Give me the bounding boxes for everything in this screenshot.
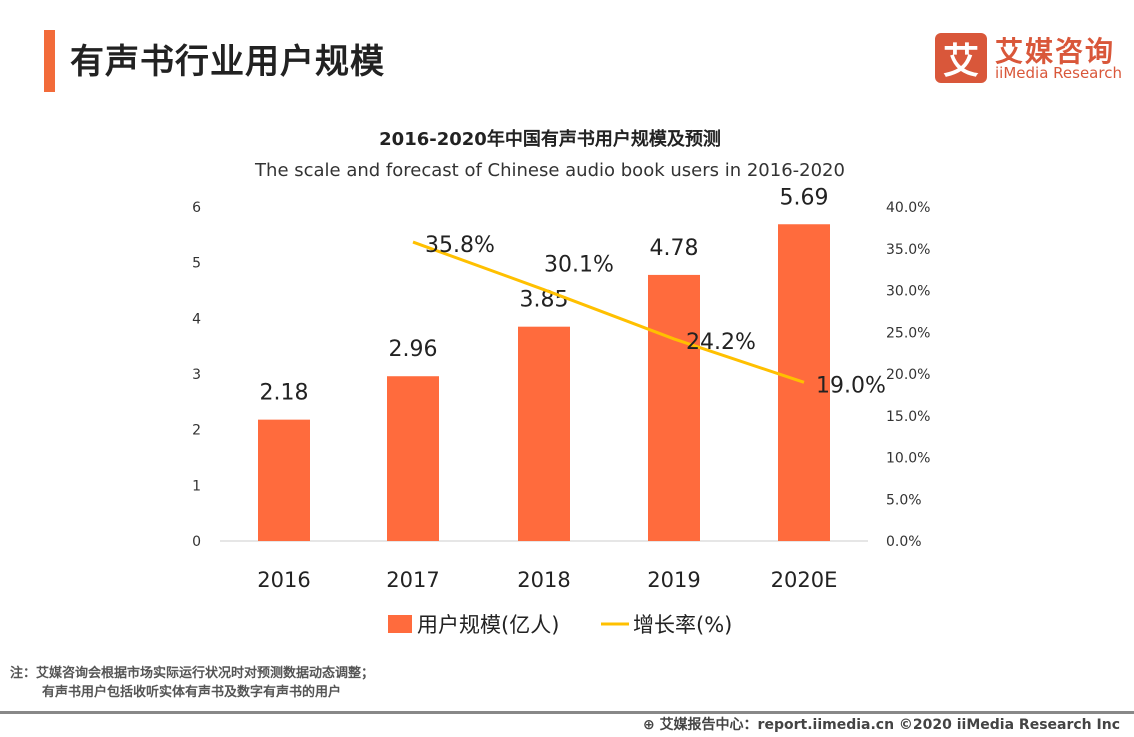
left-axis-tick: 3	[192, 367, 201, 383]
growth-line	[412, 240, 805, 384]
right-axis-tick: 0.0%	[886, 534, 922, 550]
chart-title: 2016-2020年中国有声书用户规模及预测	[379, 129, 721, 150]
left-axis-tick: 5	[192, 256, 201, 272]
logo-icon: 艾	[935, 33, 987, 83]
right-axis-tick: 20.0%	[886, 367, 930, 383]
logo-text-cn: 艾媒咨询	[995, 35, 1116, 68]
legend-line-label: 增长率(%)	[633, 613, 732, 637]
x-axis-tick: 2016	[257, 568, 310, 592]
line-data-label: 35.8%	[425, 233, 495, 258]
right-axis-tick: 35.0%	[886, 242, 930, 258]
bar	[778, 224, 830, 542]
x-axis-tick: 2018	[517, 568, 570, 592]
bar	[648, 274, 700, 541]
footer-divider	[0, 711, 1134, 714]
line-data-label: 30.1%	[544, 253, 614, 278]
bar-data-label: 4.78	[650, 236, 699, 261]
bar	[518, 326, 570, 541]
bar-data-label: 2.18	[260, 381, 309, 406]
left-axis-tick: 0	[192, 534, 201, 550]
right-axis-tick: 15.0%	[886, 409, 930, 425]
left-axis-tick: 2	[192, 423, 201, 439]
right-axis-tick: 25.0%	[886, 325, 930, 341]
note-line-2: 有声书用户包括收听实体有声书及数字有声书的用户	[42, 685, 342, 700]
bar-data-label: 5.69	[780, 185, 829, 210]
bar-data-label: 2.96	[389, 337, 438, 362]
x-axis-tick: 2019	[647, 568, 700, 592]
bar-data-label: 3.85	[520, 288, 569, 313]
line-data-label: 19.0%	[816, 373, 886, 398]
left-axis-tick: 1	[192, 478, 201, 494]
footer-text: ⊕ 艾媒报告中心：report.iimedia.cn ©2020 iiMedia…	[643, 714, 1120, 734]
line-data-label: 24.2%	[686, 330, 756, 355]
right-axis-tick: 10.0%	[886, 451, 930, 467]
title-accent-bar	[44, 30, 55, 92]
right-axis-tick: 5.0%	[886, 492, 922, 508]
bar	[258, 419, 310, 541]
chart-subtitle: The scale and forecast of Chinese audio …	[255, 160, 845, 181]
legend-bar-swatch	[388, 615, 412, 633]
footer-source: 艾媒报告中心：report.iimedia.cn ©2020 iiMedia R…	[659, 717, 1120, 733]
globe-icon: ⊕	[642, 717, 655, 733]
x-axis-tick: 2020E	[771, 568, 838, 592]
x-axis-tick: 2017	[386, 568, 439, 592]
right-axis-tick: 40.0%	[886, 200, 930, 216]
left-axis-tick: 4	[192, 311, 201, 327]
logo-text-en: iiMedia Research	[995, 64, 1122, 82]
left-axis-tick: 6	[192, 200, 201, 216]
page-title: 有声书行业用户规模	[70, 42, 385, 82]
chart: 0 1 2 3 4 5 6 0.0% 5.0% 10.0% 15.0% 20.0% 25.0% 30.0%…	[192, 185, 930, 637]
note-line-1: 注：艾媒咨询会根据市场实际运行状况时对预测数据动态调整；	[10, 666, 375, 681]
right-axis-tick: 30.0%	[886, 284, 930, 300]
bar	[387, 376, 439, 541]
legend-bar-label: 用户规模(亿人)	[417, 613, 559, 637]
